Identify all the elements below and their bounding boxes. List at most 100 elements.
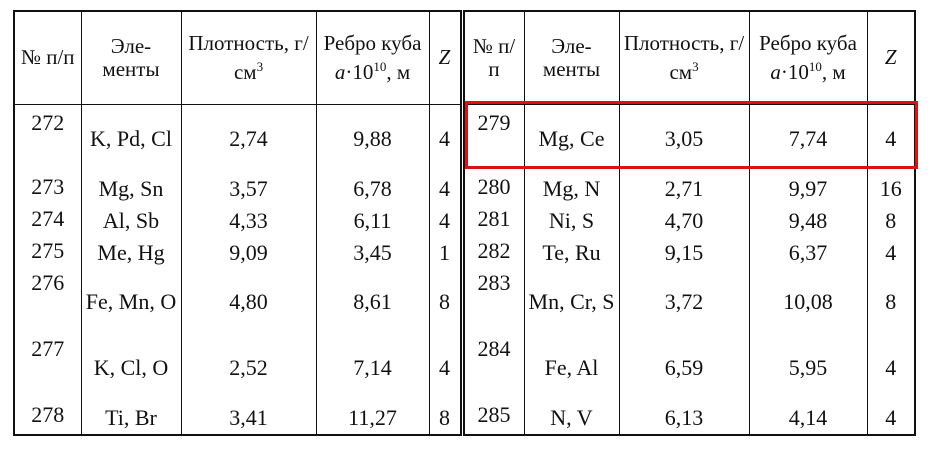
table-row: 276 Fe, Mn, O 4,80 8,61 8 283 Mn, Cr, S 3,72 10,… (13, 269, 916, 335)
cell-edge: 9,48 (748, 205, 868, 237)
cell-z: 4 (428, 104, 465, 173)
header-density: Плотность, г/см3 (618, 11, 750, 105)
cell-elements: N, V (523, 401, 620, 435)
cell-number: 273 (13, 173, 82, 205)
cell-edge: 7,14 (315, 335, 430, 401)
cell-density: 4,70 (618, 205, 750, 237)
cell-z: 4 (866, 237, 916, 269)
header-edge-unit: , м (821, 59, 846, 84)
table-row: 275 Me, Hg 9,09 3,45 1 282 Te, Ru 9,15 6,37 4 (13, 237, 916, 269)
header-z: Z (866, 11, 916, 105)
cell-density: 2,71 (618, 173, 750, 205)
header-edge: Ребро куба a·1010, м (315, 11, 430, 105)
header-edge-unit: , м (386, 59, 411, 84)
cell-density: 3,41 (180, 401, 317, 435)
cell-density: 3,57 (180, 173, 317, 205)
header-edge: Ребро куба a·1010, м (748, 11, 868, 105)
cell-number: 278 (13, 401, 82, 435)
header-density: Плотность, г/см3 (180, 11, 317, 105)
cell-elements: Fe, Al (523, 335, 620, 401)
cell-edge: 8,61 (315, 269, 430, 335)
header-edge-sup: 10 (808, 58, 822, 74)
cell-z: 4 (866, 335, 916, 401)
header-edge-text: Ребро куба (323, 30, 422, 55)
table-row: 278 Ti, Br 3,41 11,27 8 285 N, V 6,13 4,14 4 (13, 401, 916, 435)
cell-z: 4 (428, 205, 465, 237)
header-z: Z (428, 11, 465, 105)
cell-number: 277 (13, 335, 82, 401)
cell-density: 4,33 (180, 205, 317, 237)
cell-z: 16 (866, 173, 916, 205)
header-density-sup: 3 (256, 58, 264, 74)
cell-edge: 6,78 (315, 173, 430, 205)
cell-density: 2,52 (180, 335, 317, 401)
header-number: № п/п (13, 11, 82, 105)
cell-z: 1 (428, 237, 465, 269)
header-edge-var: a (334, 59, 346, 84)
cell-z: 4 (428, 335, 465, 401)
cell-elements: Te, Ru (523, 237, 620, 269)
header-edge-text: Ребро куба (759, 30, 857, 55)
table-row: 272 K, Pd, Cl 2,74 9,88 4 279 Mg, Ce 3,05 7,74 4 (13, 104, 916, 173)
cell-elements: Ni, S (523, 205, 620, 237)
cell-edge: 6,11 (315, 205, 430, 237)
cell-number: 281 (461, 205, 525, 237)
cell-number: 280 (461, 173, 525, 205)
cell-edge: 11,27 (315, 401, 430, 435)
header-edge-mult: ·10 (345, 59, 374, 84)
cell-elements: Mg, N (523, 173, 620, 205)
cell-edge: 5,95 (748, 335, 868, 401)
cell-z: 4 (866, 104, 916, 173)
header-density-text: Плотность, г/см (623, 30, 745, 84)
cell-density: 6,13 (618, 401, 750, 435)
header-edge-mult: ·10 (780, 59, 809, 84)
header-number: № п/п (461, 11, 525, 105)
header-density-text: Плотность, г/см (188, 30, 309, 84)
cell-number: 275 (13, 237, 82, 269)
table-row: 274 Al, Sb 4,33 6,11 4 281 Ni, S 4,70 9,48 8 (13, 205, 916, 237)
cell-elements: Ti, Br (80, 401, 182, 435)
cell-number: 285 (461, 401, 525, 435)
cell-number: 274 (13, 205, 82, 237)
cell-elements: K, Pd, Cl (80, 104, 182, 173)
cell-density: 3,72 (618, 269, 750, 335)
cell-edge: 10,08 (748, 269, 868, 335)
header-elements: Эле-менты (523, 11, 620, 105)
cell-elements: Mg, Sn (80, 173, 182, 205)
cell-density: 6,59 (618, 335, 750, 401)
cell-density: 2,74 (180, 104, 317, 173)
cell-edge: 9,88 (315, 104, 430, 173)
header-row: № п/п Эле-менты Плотность, г/см3 Ребро куба… (13, 11, 916, 105)
cell-edge: 4,14 (748, 401, 868, 435)
cell-elements: Me, Hg (80, 237, 182, 269)
header-edge-var: a (770, 59, 781, 84)
cell-z: 8 (866, 205, 916, 237)
header-edge-sup: 10 (373, 58, 387, 74)
cell-edge: 6,37 (748, 237, 868, 269)
cell-z: 8 (428, 401, 465, 435)
cell-elements: Mn, Cr, S (523, 269, 620, 335)
cell-density: 4,80 (180, 269, 317, 335)
cell-number: 283 (461, 269, 525, 335)
cell-z: 8 (428, 269, 465, 335)
cell-number: 282 (461, 237, 525, 269)
data-table: № п/п Эле-менты Плотность, г/см3 Ребро куба… (13, 10, 916, 436)
cell-z: 4 (428, 173, 465, 205)
cell-density: 3,05 (618, 104, 750, 173)
cell-elements: Fe, Mn, O (80, 269, 182, 335)
cell-z: 4 (866, 401, 916, 435)
header-elements: Эле-менты (80, 11, 182, 105)
cell-number: 279 (461, 104, 525, 173)
cell-number: 272 (13, 104, 82, 173)
highlight-box (465, 101, 918, 169)
cell-number: 276 (13, 269, 82, 335)
cell-edge: 9,97 (748, 173, 868, 205)
cell-z: 8 (866, 269, 916, 335)
cell-edge: 7,74 (748, 104, 868, 173)
cell-elements: K, Cl, O (80, 335, 182, 401)
cell-number: 284 (461, 335, 525, 401)
cell-elements: Mg, Ce (523, 104, 620, 173)
cell-density: 9,15 (618, 237, 750, 269)
table-row: 277 K, Cl, O 2,52 7,14 4 284 Fe, Al 6,59 5,95 4 (13, 335, 916, 401)
